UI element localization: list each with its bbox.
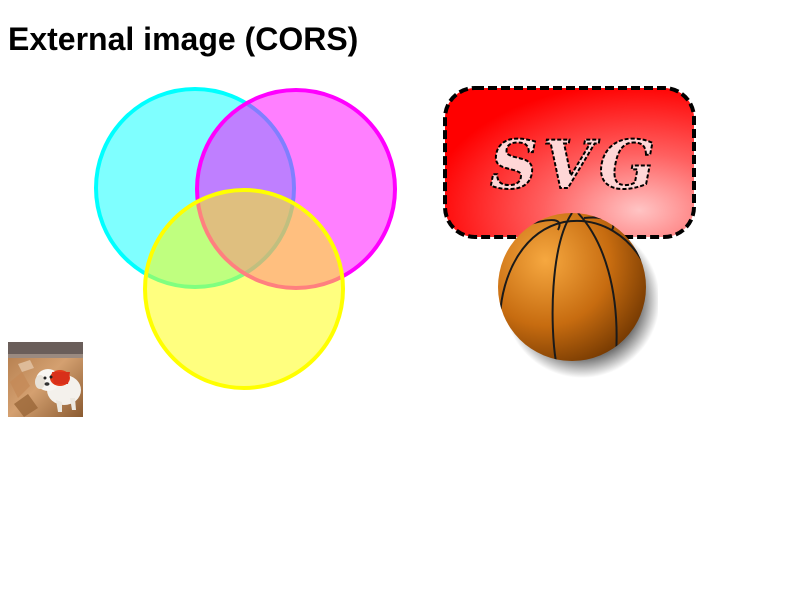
ball-body <box>498 213 646 361</box>
ball-seams <box>499 213 646 361</box>
venn-diagram-icon <box>94 87 397 390</box>
basketball-icon <box>498 213 658 378</box>
yellow-circle <box>143 188 345 390</box>
page-title: External image (CORS) <box>8 21 359 57</box>
svg-logo-badge: SVG <box>443 86 696 239</box>
dog-photo-icon <box>8 342 83 417</box>
badge-text: SVG <box>490 126 660 204</box>
badge-background <box>443 86 696 239</box>
